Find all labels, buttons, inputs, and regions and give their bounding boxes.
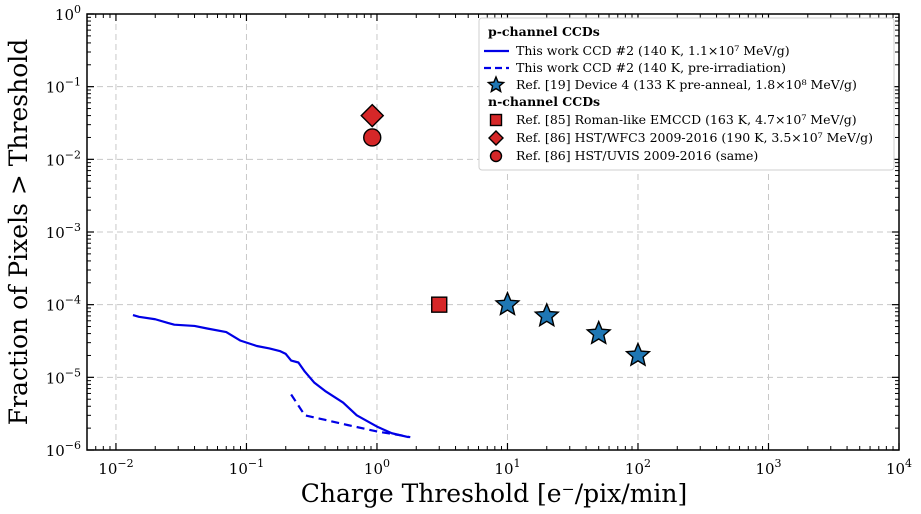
legend-label-this-work-pre-irradiation: This work CCD #2 (140 K, pre-irradiation…: [516, 60, 786, 75]
legend-diamond-glyph: [488, 130, 504, 146]
legend-star-glyph: [486, 75, 506, 93]
legend-label-ref-85: Ref. [85] Roman-like EMCCD (163 K, 4.7×1…: [516, 112, 857, 127]
x-axis-title: Charge Threshold [e⁻/pix/min]: [301, 479, 688, 508]
legend-label-this-work-irradiated: This work CCD #2 (140 K, 1.1×10⁷ MeV/g): [516, 43, 790, 58]
data-point-star: [585, 319, 612, 345]
data-point-diamond: [360, 103, 385, 128]
legend-circle-glyph: [489, 149, 503, 163]
data-point-square: [431, 296, 448, 313]
legend-square-glyph: [489, 113, 503, 127]
x-tick-label: 101: [494, 457, 520, 478]
x-tick-label: 10−1: [229, 457, 264, 478]
y-tick-label: 10−5: [46, 366, 81, 387]
legend-box: [478, 17, 895, 171]
x-tick-label: 100: [364, 457, 390, 478]
x-tick-label: 10−2: [98, 457, 133, 478]
y-tick-label: 10−6: [46, 439, 81, 460]
legend-label-ref-86-uvis: Ref. [86] HST/UVIS 2009-2016 (same): [516, 148, 758, 163]
data-point-star: [624, 341, 652, 367]
y-tick-label: 100: [55, 3, 81, 24]
y-tick-label: 10−2: [46, 148, 81, 169]
x-tick-label: 103: [755, 457, 781, 478]
y-axis-title: Fraction of Pixels > Threshold: [4, 39, 33, 425]
legend-swatch-square-marker: [489, 113, 503, 127]
legend-label-ref-19: Ref. [19] Device 4 (133 K pre-anneal, 1.…: [516, 77, 857, 92]
legend-swatch-circle-marker: [489, 149, 503, 163]
x-tick-label: 104: [886, 457, 912, 478]
series-line-this-work: [132, 313, 409, 439]
data-point-star: [533, 302, 560, 328]
data-point-star: [494, 290, 521, 316]
legend-header-p-channel: p-channel CCDs: [488, 24, 600, 39]
y-tick-label: 10−3: [46, 221, 81, 242]
legend: p-channel CCDs This work CCD #2 (140 K, …: [478, 17, 895, 171]
legend-label-ref-86-wfc3: Ref. [86] HST/WFC3 2009-2016 (190 K, 3.5…: [516, 130, 873, 145]
legend-header-n-channel: n-channel CCDs: [488, 94, 600, 109]
series-line-pre-irradiation: [290, 393, 411, 439]
data-point-circle: [363, 128, 382, 147]
legend-swatch-star-marker: [486, 75, 506, 93]
y-tick-label: 10−1: [46, 76, 81, 97]
axis-ticks: 10−2 10−1 100 101 102 103 104 10−6 10−5 10−4 10−3 1…: [46, 3, 912, 478]
y-tick-label: 10−4: [46, 294, 81, 315]
legend-swatch-diamond-marker: [488, 130, 504, 146]
plot-area: [132, 103, 652, 439]
x-tick-label: 102: [625, 457, 651, 478]
